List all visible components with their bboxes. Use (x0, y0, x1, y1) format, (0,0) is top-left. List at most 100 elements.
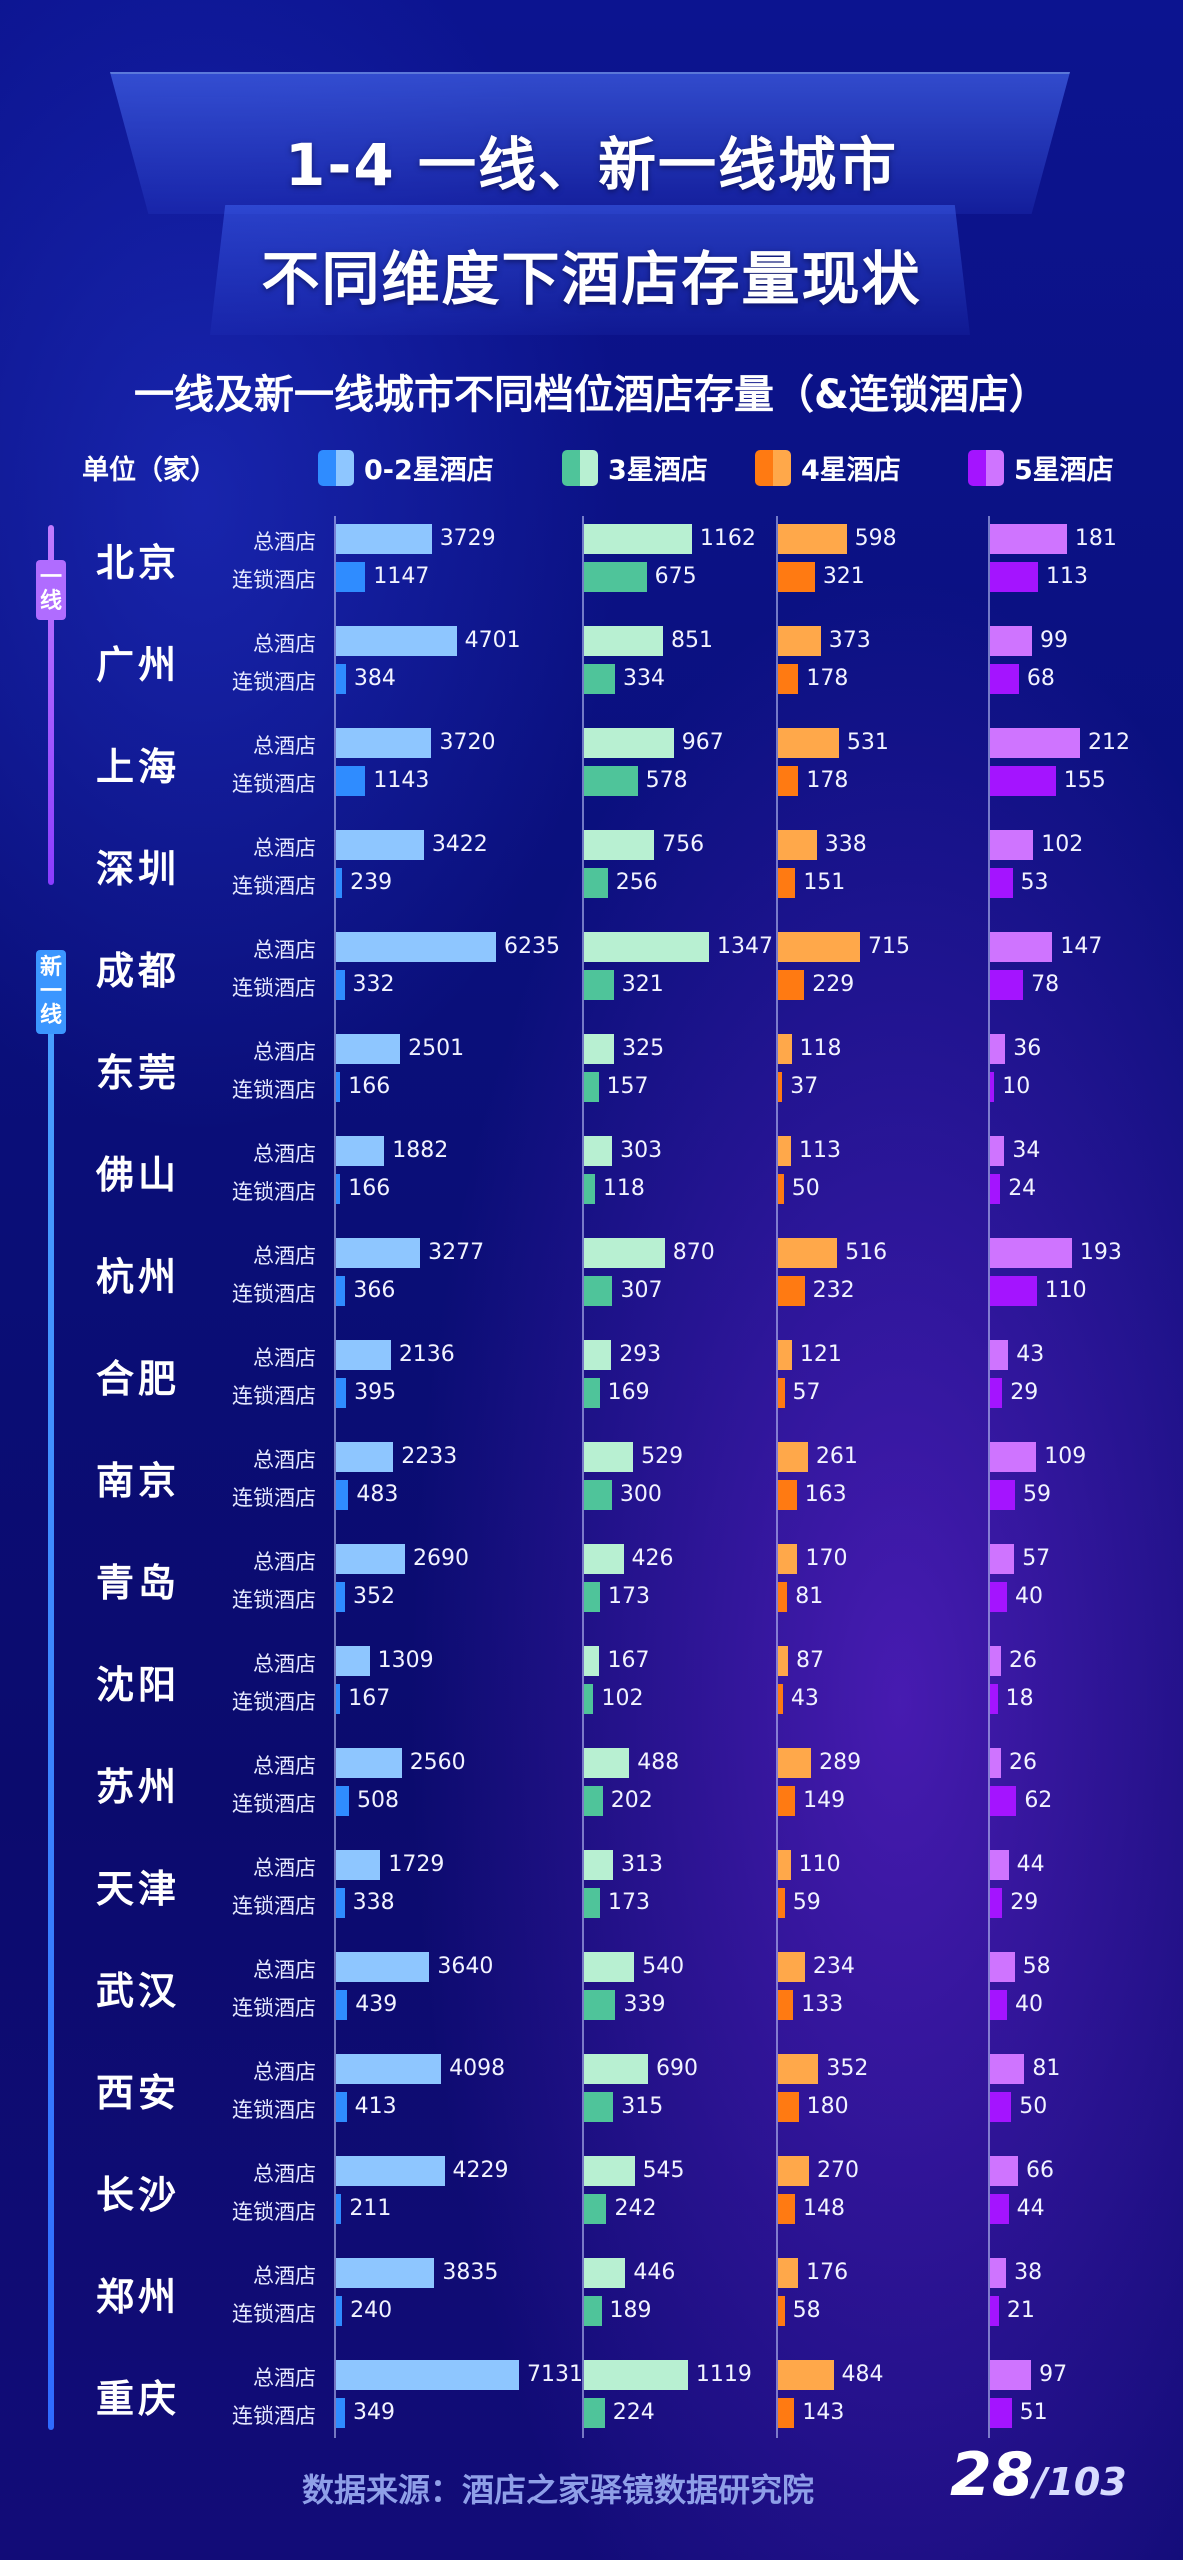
bar-chain-3 (990, 562, 1038, 592)
bar-total-3 (990, 2258, 1007, 2288)
data-label: 176 (806, 2260, 849, 2285)
data-label: 2560 (409, 1750, 466, 1775)
data-label: 99 (1040, 628, 1069, 653)
bar-chain-2 (778, 2194, 795, 2224)
row-label-chain: 连锁酒店 (232, 568, 316, 592)
bar-total-3 (990, 1646, 1002, 1676)
bar-total-2 (778, 2054, 819, 2084)
bar-total-2 (778, 1748, 812, 1778)
bar-total-1 (584, 932, 709, 962)
bar-total-0 (336, 1136, 385, 1166)
city-label: 合肥 (96, 1357, 181, 1401)
data-label: 313 (621, 1852, 664, 1877)
data-label: 395 (354, 1380, 397, 1405)
city-label: 苏州 (96, 1765, 181, 1809)
bar-total-2 (778, 1136, 791, 1166)
data-label: 147 (1060, 934, 1103, 959)
data-label: 50 (1019, 2094, 1048, 2119)
column-baseline (776, 516, 778, 2438)
data-label: 44 (1016, 1852, 1045, 1877)
row-label-total: 总酒店 (253, 1754, 316, 1778)
data-label: 118 (799, 1036, 842, 1061)
data-label: 384 (353, 666, 396, 691)
legend-label: 4星酒店 (801, 455, 901, 486)
bar-chain-1 (584, 664, 615, 694)
bar-total-0 (336, 1646, 370, 1676)
data-label: 426 (631, 1546, 674, 1571)
city-label: 成都 (96, 949, 181, 993)
data-label: 81 (795, 1584, 824, 1609)
bar-chain-0 (336, 562, 366, 592)
data-label: 113 (1045, 564, 1088, 589)
city-label: 上海 (96, 745, 181, 789)
data-label: 303 (620, 1138, 663, 1163)
data-label: 2136 (398, 1342, 455, 1367)
data-label: 212 (1088, 730, 1130, 755)
data-label: 40 (1014, 1992, 1043, 2017)
data-label: 149 (803, 1788, 846, 1813)
row-label-chain: 连锁酒店 (232, 2404, 316, 2428)
row-label-chain: 连锁酒店 (232, 1486, 316, 1510)
data-label: 167 (348, 1686, 391, 1711)
bar-total-0 (336, 2258, 435, 2288)
data-label: 315 (621, 2094, 664, 2119)
data-label: 34 (1012, 1138, 1041, 1163)
data-label: 232 (812, 1278, 855, 1303)
legend-item-5-star: 5星酒店 (968, 448, 1114, 487)
city-label: 北京 (96, 541, 181, 585)
data-label: 4701 (464, 628, 521, 653)
bar-chain-1 (584, 1684, 594, 1714)
row-label-chain: 连锁酒店 (232, 1894, 316, 1918)
bar-total-2 (778, 932, 860, 962)
bar-chain-1 (584, 1072, 599, 1102)
legend-item-4-star: 4星酒店 (755, 448, 901, 487)
bar-chain-0 (336, 868, 343, 898)
bar-chain-1 (584, 970, 614, 1000)
bar-total-0 (336, 1238, 421, 1268)
data-label: 851 (670, 628, 713, 653)
bar-chain-1 (584, 562, 647, 592)
data-label: 578 (645, 768, 688, 793)
data-label: 118 (602, 1176, 645, 1201)
data-label: 170 (805, 1546, 848, 1571)
data-label: 29 (1010, 1380, 1039, 1405)
bar-total-3 (990, 2054, 1025, 2084)
bar-chain-2 (778, 1072, 783, 1102)
city-label: 沈阳 (96, 1663, 181, 1707)
data-label: 1347 (717, 934, 773, 959)
bar-total-1 (584, 1238, 665, 1268)
data-label: 181 (1074, 526, 1117, 551)
bar-total-0 (336, 932, 496, 962)
bar-chain-3 (990, 1378, 1003, 1408)
city-label: 佛山 (96, 1153, 181, 1197)
bar-total-2 (778, 2258, 799, 2288)
data-label: 173 (608, 1584, 651, 1609)
data-label: 40 (1014, 1584, 1043, 1609)
data-label: 38 (1014, 2260, 1043, 2285)
bar-chain-3 (990, 1582, 1007, 1612)
data-label: 332 (352, 972, 395, 997)
data-label: 10 (1002, 1074, 1031, 1099)
bar-chain-3 (990, 1786, 1017, 1816)
data-label: 193 (1079, 1240, 1122, 1265)
city-label: 杭州 (96, 1255, 181, 1299)
city-label: 天津 (96, 1867, 181, 1911)
bar-total-2 (778, 1034, 792, 1064)
data-label: 1147 (373, 564, 430, 589)
bar-total-1 (584, 524, 692, 554)
data-label: 7131 (527, 2362, 583, 2387)
row-label-chain: 连锁酒店 (232, 1384, 316, 1408)
bar-chain-0 (336, 1786, 350, 1816)
data-label: 110 (1044, 1278, 1087, 1303)
bar-total-3 (990, 524, 1067, 554)
bar-chain-1 (584, 1480, 612, 1510)
bar-chain-2 (778, 664, 799, 694)
bar-chain-3 (990, 1480, 1016, 1510)
bar-chain-0 (336, 1480, 349, 1510)
row-label-chain: 连锁酒店 (232, 1180, 316, 1204)
bar-chain-2 (778, 2092, 799, 2122)
bar-chain-1 (584, 1582, 601, 1612)
bar-total-1 (584, 1646, 600, 1676)
data-label: 1882 (392, 1138, 449, 1163)
data-label: 87 (795, 1648, 824, 1673)
